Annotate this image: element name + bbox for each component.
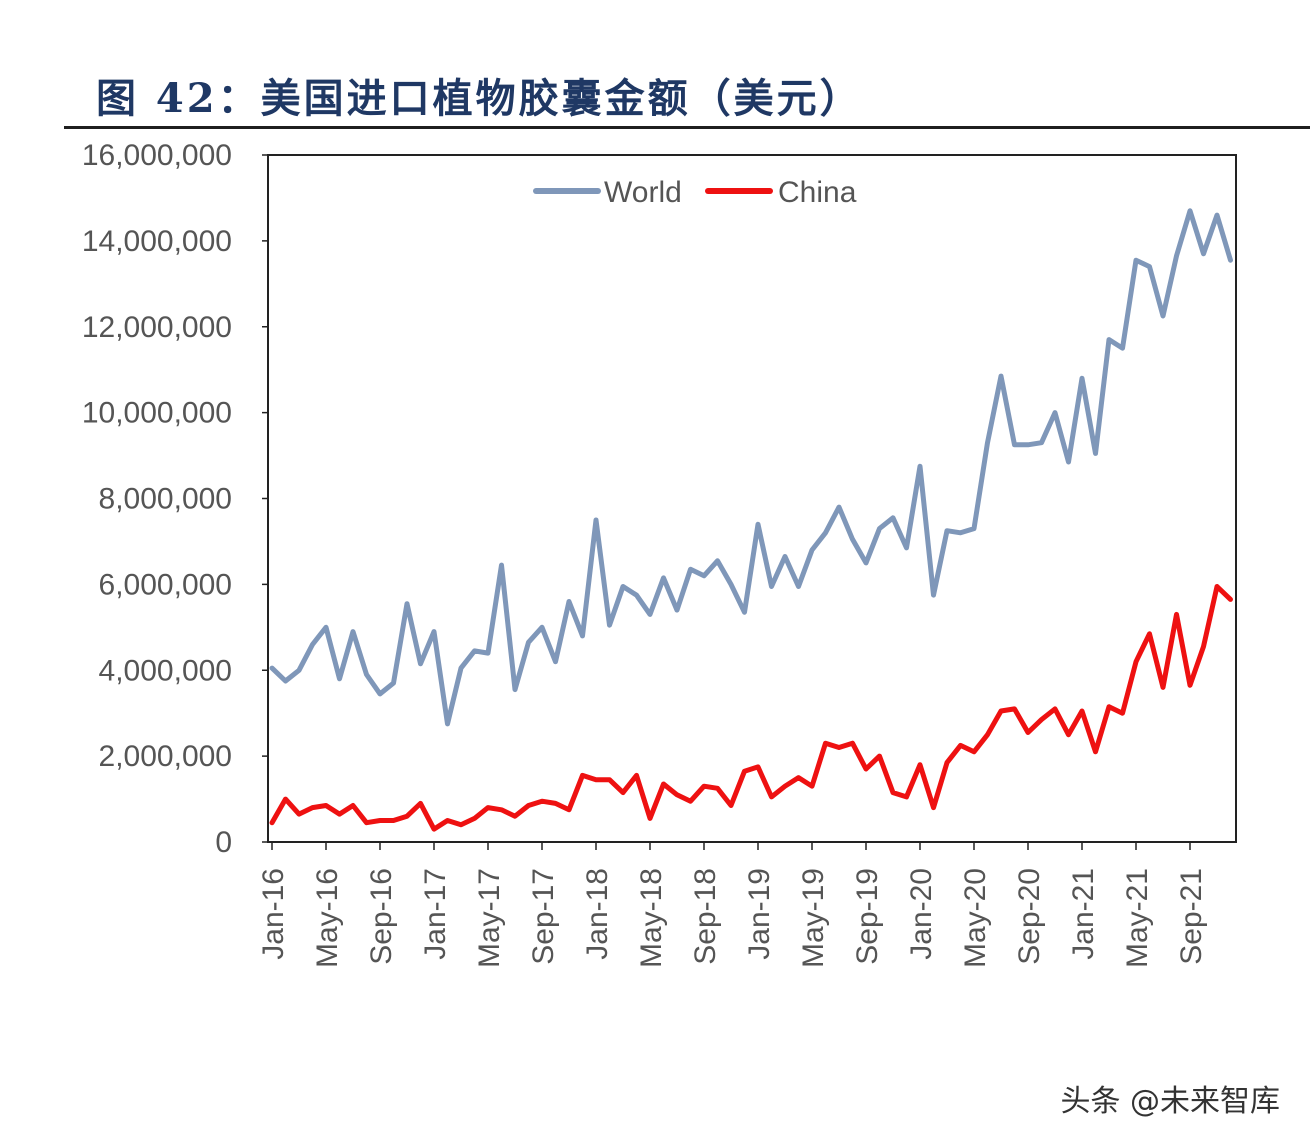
x-tick-label: Jan-17: [419, 868, 452, 960]
x-tick-label: May-17: [473, 868, 506, 968]
x-tick-label: May-21: [1121, 868, 1154, 968]
watermark: 头条 @未来智库: [1060, 1084, 1280, 1119]
x-tick-label: Sep-17: [527, 868, 560, 965]
x-tick-label: Sep-16: [365, 868, 398, 965]
y-tick-label: 16,000,000: [82, 139, 232, 172]
x-tick-label: Jan-16: [257, 868, 290, 960]
x-tick-label: May-16: [311, 868, 344, 968]
x-tick-label: May-18: [635, 868, 668, 968]
y-tick-label: 12,000,000: [82, 311, 232, 344]
x-tick-label: May-20: [959, 868, 992, 968]
x-tick-label: Sep-19: [851, 868, 884, 965]
x-tick-label: Jan-19: [743, 868, 776, 960]
x-tick-label: Sep-18: [689, 868, 722, 965]
series-line-world: [269, 208, 1233, 727]
x-tick-label: May-19: [797, 868, 830, 968]
x-tick-label: Jan-20: [905, 868, 938, 960]
y-tick-label: 2,000,000: [99, 740, 232, 773]
y-tick-label: 14,000,000: [82, 225, 232, 258]
series-line-china: [269, 584, 1233, 832]
line-chart: 0 2,000,000 4,000,000 6,000,000 8,000,000 10,…: [82, 139, 1237, 968]
title-divider: [64, 126, 1310, 129]
x-tick-label: Jan-18: [581, 868, 614, 960]
y-tick-label: 6,000,000: [99, 568, 232, 601]
y-tick-label: 10,000,000: [82, 397, 232, 430]
x-tick-label: Jan-21: [1067, 868, 1100, 960]
y-tick-label: 4,000,000: [99, 654, 232, 687]
y-tick-label: 0: [215, 826, 232, 859]
legend-label-world: World: [604, 176, 682, 209]
x-tick-label: Sep-20: [1013, 868, 1046, 965]
chart-title: 图 42：美国进口植物胶囊金额（美元）: [96, 75, 863, 122]
y-tick-label: 8,000,000: [99, 483, 232, 516]
x-tick-label: Sep-21: [1175, 868, 1208, 965]
legend-label-china: China: [778, 176, 857, 209]
